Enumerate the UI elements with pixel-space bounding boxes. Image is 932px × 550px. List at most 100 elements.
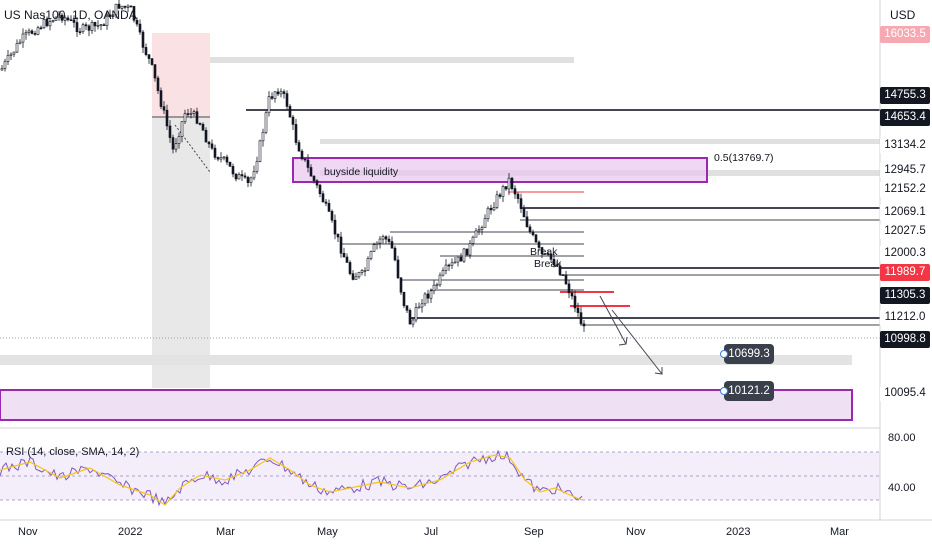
range-zone: [152, 118, 210, 388]
candle-body: [504, 186, 508, 190]
candle-body: [132, 6, 136, 21]
target-label-2[interactable]: 10121.2: [720, 381, 774, 401]
candle-body: [108, 14, 112, 17]
candle-body: [144, 47, 148, 55]
candle-body: [36, 27, 40, 35]
candle-body: [408, 310, 412, 325]
candle-body: [48, 21, 52, 27]
candle-body: [222, 156, 226, 159]
candle-body: [18, 41, 22, 44]
price-tag-10: 11305.3: [880, 287, 930, 304]
candle-body: [213, 147, 217, 158]
candle-body: [225, 156, 229, 163]
candle-body: [252, 171, 256, 179]
candle-body: [282, 91, 286, 94]
candle-body: [162, 106, 166, 111]
candle-body: [255, 161, 259, 172]
candle-body: [573, 295, 577, 309]
candle-body: [450, 262, 454, 266]
candle-body: [69, 19, 73, 22]
candle-body: [6, 54, 10, 62]
candle-body: [279, 91, 283, 95]
candle-body: [111, 14, 115, 17]
candle-body: [234, 173, 238, 180]
candle-body: [168, 125, 172, 138]
candle-body: [198, 123, 202, 125]
candle-body: [192, 111, 196, 114]
candle-body: [231, 166, 235, 175]
candle-body: [366, 258, 370, 271]
candle-body: [480, 227, 484, 230]
candle-body: [582, 323, 586, 327]
rsi-lower-value: 40.00: [888, 482, 916, 494]
target-label-1[interactable]: 10699.3: [720, 344, 774, 364]
candle-body: [3, 61, 7, 69]
candle-body: [471, 236, 475, 244]
candle-body: [246, 176, 250, 183]
candle-body: [96, 25, 100, 27]
price-tag-1: 14755.3: [880, 87, 930, 104]
candle-body: [423, 293, 427, 305]
rsi-indicator-label[interactable]: RSI (14, close, SMA, 14, 2): [6, 446, 140, 458]
break-label-2: Break: [534, 258, 562, 270]
candle-body: [456, 256, 460, 263]
candle-body: [339, 236, 343, 254]
candle-body: [126, 5, 130, 8]
candle-body: [90, 22, 94, 31]
candle-body: [465, 248, 469, 256]
candle-body: [405, 305, 409, 311]
time-tick: Nov: [18, 526, 38, 538]
candle-body: [354, 276, 358, 280]
candle-body: [78, 31, 82, 33]
candle-body: [45, 18, 49, 27]
buyside-liquidity-zone: [292, 157, 708, 183]
candle-body: [195, 111, 199, 124]
candle-body: [303, 158, 307, 161]
candle-body: [459, 256, 463, 262]
candle-body: [477, 229, 481, 232]
candle-body: [402, 291, 406, 306]
price-levels: [0, 109, 880, 339]
candle-body: [150, 58, 154, 65]
price-tag-8: 12000.3: [880, 245, 930, 262]
candle-body: [363, 270, 367, 272]
candle-body: [99, 24, 103, 26]
candle-body: [30, 30, 34, 34]
candle-body: [336, 233, 340, 238]
candle-body: [543, 253, 547, 255]
candle-body: [348, 262, 352, 274]
candle-body: [567, 283, 571, 294]
candle-body: [165, 109, 169, 127]
price-tag-7: 12027.5: [880, 223, 930, 240]
candle-body: [534, 234, 538, 243]
time-tick: 2022: [118, 526, 143, 538]
candle-body: [387, 238, 391, 242]
candle-body: [174, 143, 178, 150]
candle-body: [183, 113, 187, 123]
candle-body: [9, 53, 13, 56]
price-tag-current: 11989.7: [880, 264, 930, 281]
price-tag-2: 14653.4: [880, 109, 930, 126]
time-tick: Mar: [216, 526, 235, 538]
rsi-ma-line: [0, 454, 583, 506]
candle-body: [0, 68, 4, 71]
candle-body: [516, 193, 520, 199]
candle-body: [312, 175, 316, 181]
candle-body: [519, 198, 523, 209]
rsi-upper-value: 80.00: [888, 432, 916, 444]
candle-body: [474, 230, 478, 238]
candle-body: [507, 177, 511, 190]
gray-band-1: [320, 139, 880, 144]
candle-body: [114, 3, 118, 16]
price-tag-4: 12945.7: [880, 162, 930, 179]
candle-body: [513, 188, 517, 195]
candle-body: [141, 31, 145, 48]
candle-body: [426, 293, 430, 299]
candle-body: [333, 219, 337, 235]
candle-body: [531, 231, 535, 236]
demand-zone: [0, 389, 853, 421]
candle-body: [453, 261, 457, 264]
candle-body: [441, 270, 445, 276]
candle-body: [369, 251, 373, 259]
